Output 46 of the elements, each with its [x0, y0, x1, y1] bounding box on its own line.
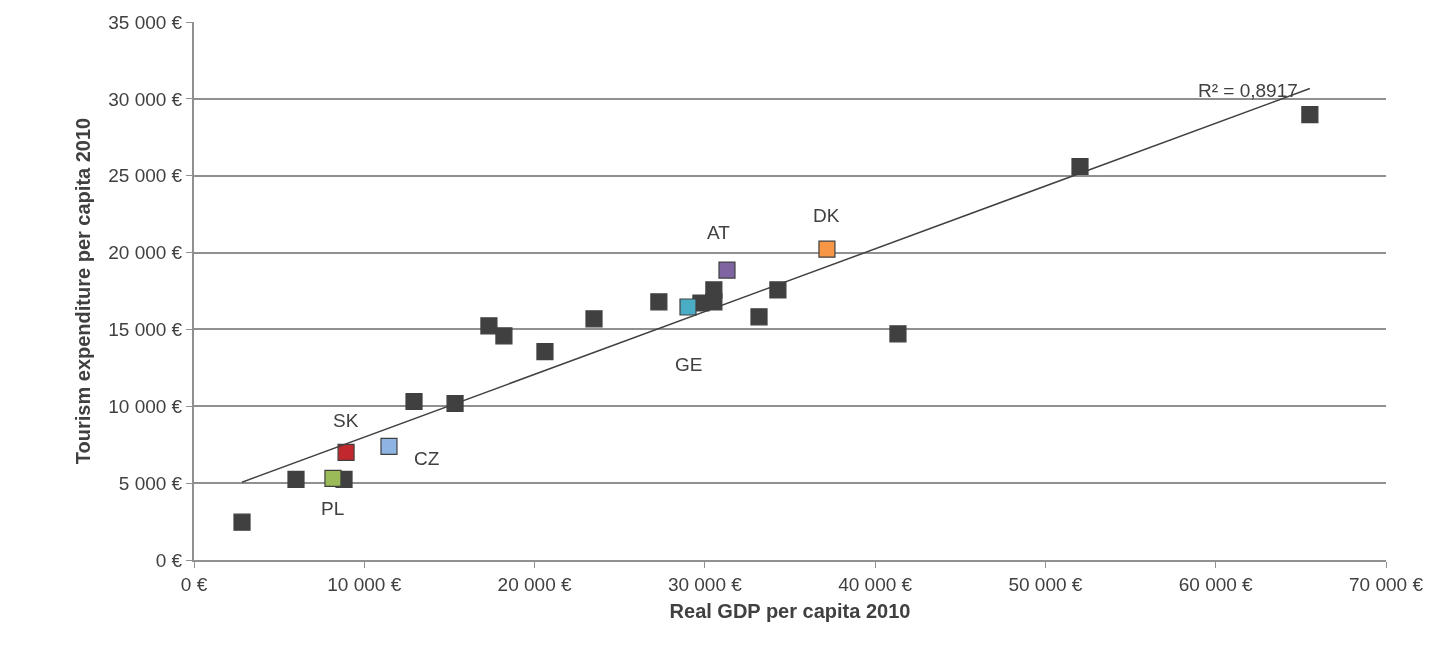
y-axis-title: Tourism expenditure per capita 2010 — [72, 117, 95, 465]
point — [233, 513, 251, 531]
y-tick-label: 25 000 € — [108, 165, 183, 187]
x-tick-label: 30 000 € — [667, 573, 743, 595]
y-tick-label: 35 000 € — [108, 11, 183, 33]
point — [585, 310, 603, 328]
text: GE — [675, 354, 703, 375]
series-label: AT — [707, 222, 731, 243]
point — [769, 281, 787, 299]
y-tick-label: 10 000 € — [108, 395, 183, 417]
x-tick-label: 0 € — [180, 573, 208, 595]
x-tick-label: 10 000 € — [327, 573, 402, 595]
x-tick-label: 70 000 € — [1349, 573, 1424, 595]
y-tick-label: 0 € — [155, 549, 183, 571]
annotation: R² = 0,8917 — [1198, 80, 1298, 101]
point — [446, 394, 464, 413]
point — [495, 327, 513, 345]
point — [718, 261, 736, 279]
point — [1301, 106, 1319, 124]
x-tick-label: 40 000 € — [838, 573, 913, 595]
point — [287, 470, 305, 488]
point — [750, 308, 768, 326]
point — [536, 343, 554, 361]
point — [405, 392, 423, 411]
series-label: DK — [813, 205, 840, 226]
point — [650, 293, 668, 311]
y-tick-label: 15 000 € — [108, 319, 183, 341]
point — [337, 443, 355, 461]
x-axis-title: Real GDP per capita 2010 — [669, 599, 911, 622]
x-tick-label: 20 000 € — [497, 573, 572, 595]
series-label: PL — [321, 498, 345, 519]
point — [705, 281, 723, 299]
point — [380, 437, 398, 456]
x-tick-label: 60 000 € — [1178, 573, 1254, 595]
point — [1071, 157, 1089, 176]
point — [324, 469, 342, 487]
point — [480, 317, 498, 335]
y-tick-label: 20 000 € — [108, 242, 183, 264]
series-label: CZ — [414, 448, 440, 469]
x-tick-label: 50 000 € — [1008, 573, 1083, 595]
series-label: SK — [333, 410, 359, 431]
y-tick-label: 30 000 € — [108, 88, 183, 110]
point — [818, 240, 836, 258]
point — [889, 325, 907, 343]
y-tick-label: 5 000 € — [118, 472, 183, 494]
point — [679, 298, 697, 316]
